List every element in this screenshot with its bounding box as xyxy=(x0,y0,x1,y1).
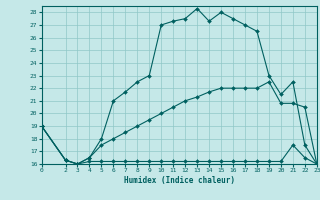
X-axis label: Humidex (Indice chaleur): Humidex (Indice chaleur) xyxy=(124,176,235,185)
